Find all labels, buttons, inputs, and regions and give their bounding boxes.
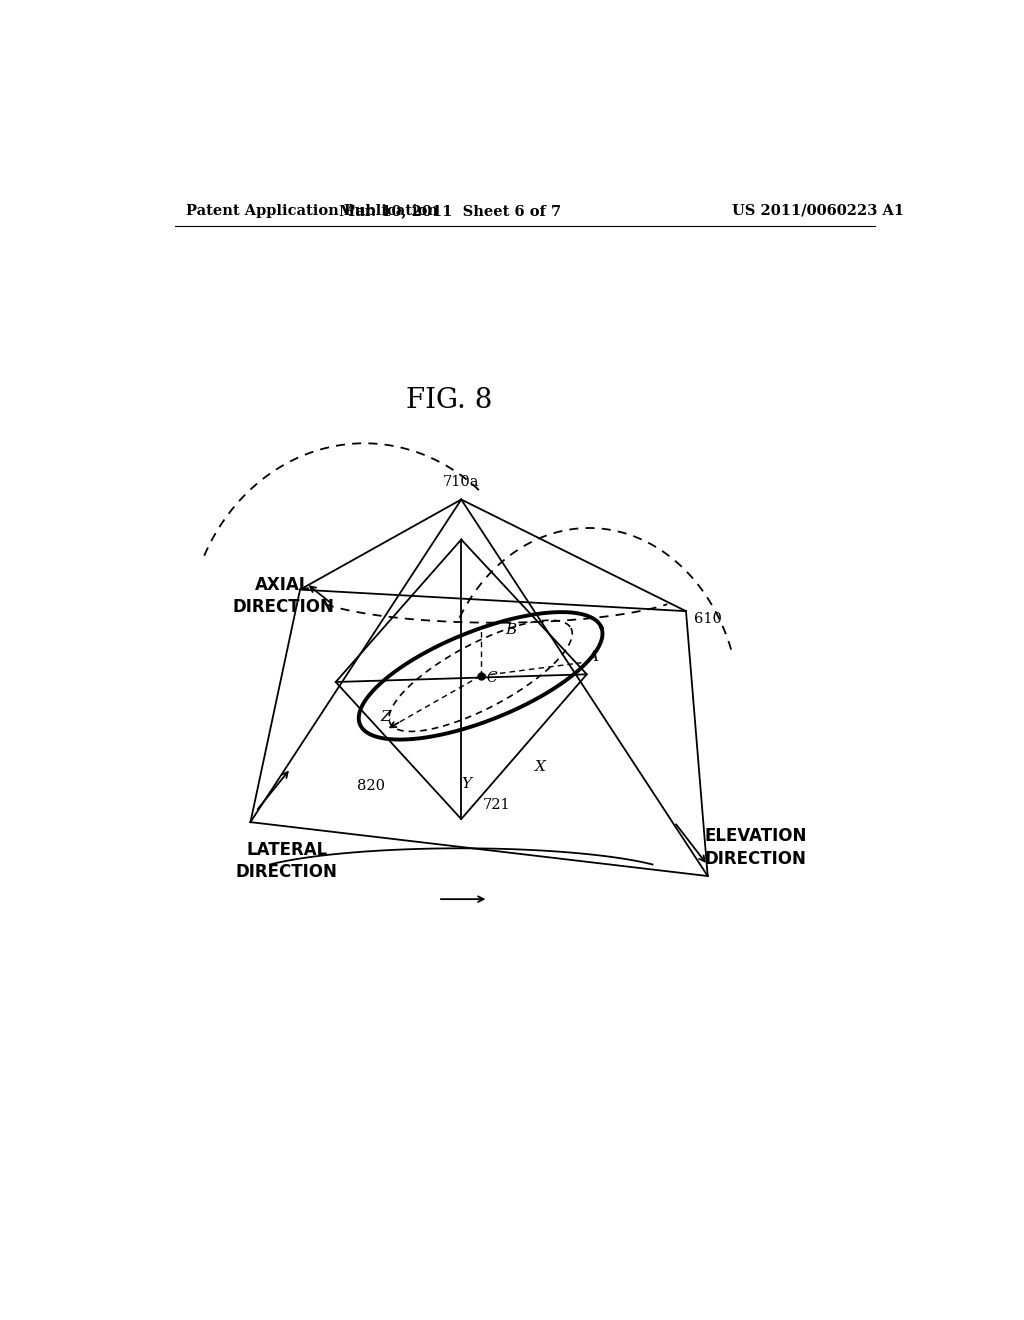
Text: US 2011/0060223 A1: US 2011/0060223 A1	[732, 203, 904, 218]
Text: ELEVATION
DIRECTION: ELEVATION DIRECTION	[705, 828, 807, 867]
Text: X: X	[535, 760, 546, 774]
Text: 721: 721	[482, 799, 510, 812]
Text: 820: 820	[356, 779, 385, 793]
Text: Y: Y	[462, 776, 472, 791]
Text: Patent Application Publication: Patent Application Publication	[186, 203, 438, 218]
Text: 710a: 710a	[443, 475, 479, 490]
Text: AXIAL
DIRECTION: AXIAL DIRECTION	[232, 576, 334, 616]
Text: Z: Z	[380, 710, 390, 723]
Text: Mar. 10, 2011  Sheet 6 of 7: Mar. 10, 2011 Sheet 6 of 7	[339, 203, 561, 218]
Text: LATERAL
DIRECTION: LATERAL DIRECTION	[236, 841, 338, 880]
Text: C: C	[486, 671, 497, 685]
Text: FIG. 8: FIG. 8	[407, 388, 493, 414]
Text: A: A	[588, 651, 599, 664]
Text: B: B	[506, 623, 517, 636]
Text: 610: 610	[693, 612, 722, 626]
